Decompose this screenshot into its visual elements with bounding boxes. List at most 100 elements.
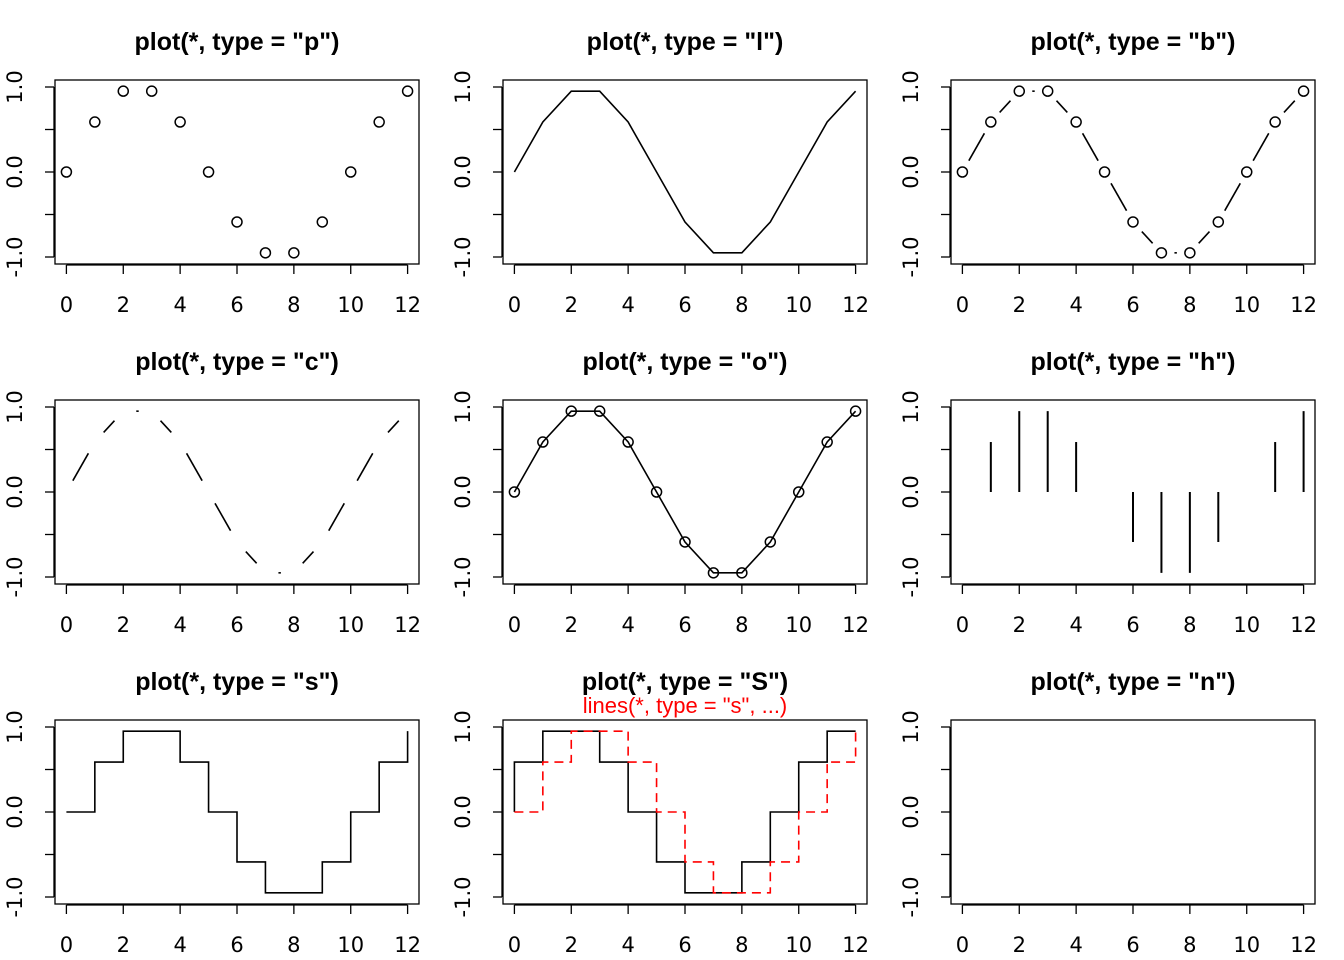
y-tick-label: -1.0 [3,237,27,278]
x-tick-label: 6 [1126,293,1139,317]
x-tick-label: 2 [565,933,578,957]
data-point [1269,116,1281,128]
data-point [792,486,805,498]
plot-frame [502,399,868,585]
x-tick-label: 10 [337,613,364,637]
x-tick-label: 0 [60,293,73,317]
y-tick-label: -1.0 [3,557,27,598]
series-segment [245,550,258,564]
panel-title: plot(*, type = "b") [1031,28,1236,56]
data-point [316,216,329,228]
plot-frame [950,399,1316,585]
x-tick-label: 4 [621,933,634,957]
data-point [985,116,997,128]
y-tick-label: 1.0 [3,70,27,103]
x-tick-label: 10 [785,293,812,317]
x-tick-label: 0 [956,933,969,957]
series-segment [1283,100,1296,114]
y-tick-label: -1.0 [899,557,923,598]
data-point [145,85,158,97]
series-segment [302,550,315,564]
data-point [1127,216,1139,228]
x-tick-label: 8 [287,933,300,957]
x-tick-label: 4 [173,613,186,637]
y-tick-label: 1.0 [899,390,923,423]
series-line [513,410,857,574]
y-tick-label: 0.0 [899,155,923,188]
panel-title: plot(*, type = "s") [135,668,339,696]
data-point [1184,247,1196,259]
y-tick-label: 0.0 [451,155,475,188]
x-tick-label: 6 [678,293,691,317]
data-point [1013,85,1026,97]
x-tick-label: 2 [1013,293,1026,317]
x-tick-label: 6 [678,933,691,957]
data-point [707,567,720,579]
x-tick-label: 2 [117,933,130,957]
x-tick-label: 2 [1013,933,1026,957]
y-tick-label: 0.0 [899,475,923,508]
data-point [344,166,357,178]
x-tick-label: 2 [117,613,130,637]
data-point [679,536,691,548]
x-tick-label: 6 [230,293,243,317]
y-tick-label: 1.0 [451,710,475,743]
panel-title: plot(*, type = "S") [582,668,788,696]
panel-c: plot(*, type = "c") 0 2 4 6 8 10 12 -1.0 0.0 1.0 [3,348,421,637]
x-tick-label: 10 [1233,933,1260,957]
series-segment [1110,182,1128,212]
x-tick-label: 10 [785,613,812,637]
data-point [764,536,777,548]
data-point [565,405,578,417]
panel-title: plot(*, type = "o") [583,348,788,376]
x-tick-label: 6 [1126,933,1139,957]
series-segment [999,100,1012,114]
y-tick-label: -1.0 [451,557,475,598]
series-line [66,730,409,894]
x-tick-label: 6 [230,933,243,957]
panel-title: plot(*, type = "p") [135,28,340,56]
plot-frame [54,79,420,265]
x-tick-label: 8 [1183,933,1196,957]
data-point [622,436,634,448]
y-tick-label: -1.0 [451,877,475,918]
x-tick-label: 4 [173,933,186,957]
plot-frame [54,719,420,905]
x-tick-label: 12 [1290,293,1317,317]
y-tick-label: 1.0 [3,390,27,423]
panel-s: plot(*, type = "s") 0 2 4 6 8 10 12 -1.0 0.0 1.0 [3,668,421,957]
data-point [231,216,243,228]
x-tick-label: 2 [1013,613,1026,637]
y-tick-label: 1.0 [3,710,27,743]
panel-S: plot(*, type = "S")lines(*, type = "s", … [451,668,869,957]
series-segment [1141,230,1154,244]
y-tick-label: 1.0 [899,710,923,743]
data-point [593,405,606,417]
x-tick-label: 10 [1233,293,1260,317]
x-tick-label: 12 [394,293,421,317]
series-segment [1224,182,1242,212]
data-point [288,247,300,259]
x-tick-label: 10 [337,933,364,957]
y-tick-label: -1.0 [451,237,475,278]
data-point [202,166,215,178]
panel-title: plot(*, type = "h") [1031,348,1236,376]
plot-frame [950,719,1316,905]
x-tick-label: 12 [1290,933,1317,957]
series-segment [1198,230,1211,244]
data-point [849,405,862,417]
x-tick-label: 0 [508,293,521,317]
plot-frame [950,79,1316,265]
x-tick-label: 2 [565,293,578,317]
series-segment [1252,132,1270,162]
y-tick-label: 0.0 [3,155,27,188]
series-segment [356,452,374,482]
x-tick-label: 4 [621,613,634,637]
panel-title: plot(*, type = "n") [1031,668,1236,696]
x-tick-label: 8 [287,613,300,637]
y-tick-label: -1.0 [899,237,923,278]
data-point [650,486,663,498]
plot-frame [54,399,420,585]
x-tick-label: 12 [394,933,421,957]
